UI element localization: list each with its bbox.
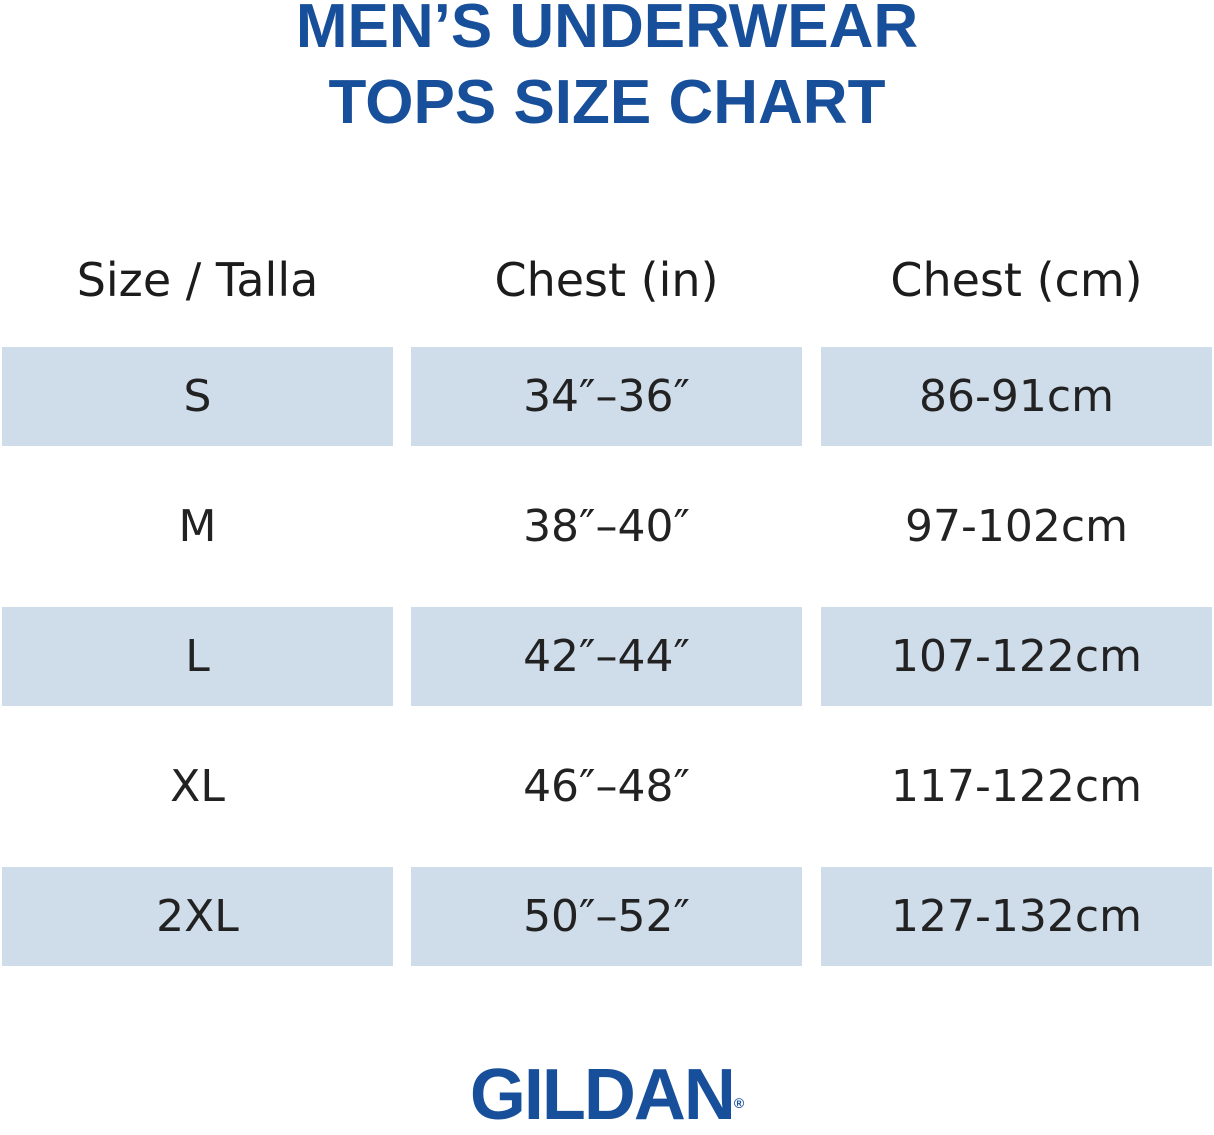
table-cell: M	[178, 501, 217, 552]
title-line: TOPS SIZE CHART	[328, 68, 886, 137]
table-cell: 97-102cm	[905, 501, 1128, 552]
table-cell: 34″–36″	[411, 347, 802, 446]
column-header: Chest (in)	[494, 253, 719, 307]
table-cell: 2XL	[2, 867, 393, 966]
table-cell: 86-91cm	[821, 347, 1212, 446]
table-cell: 38″–40″	[523, 501, 690, 552]
table-cell: 117-122cm	[891, 761, 1142, 812]
table-cell: 107-122cm	[821, 607, 1212, 706]
table-cell: 50″–52″	[411, 867, 802, 966]
column-header: Chest (cm)	[890, 253, 1143, 307]
table-cell: L	[2, 607, 393, 706]
table-cell: 127-132cm	[821, 867, 1212, 966]
table-cell: XL	[170, 761, 225, 812]
column-header: Size / Talla	[76, 253, 319, 307]
registered-mark: ®	[733, 1095, 745, 1111]
table-cell: 42″–44″	[411, 607, 802, 706]
table-cell: 46″–48″	[523, 761, 690, 812]
logo: GILDAN®	[0, 1055, 1214, 1135]
logo-text: GILDAN	[469, 1055, 736, 1135]
table-cell: S	[2, 347, 393, 446]
title-line: MEN’S UNDERWEAR	[295, 0, 919, 61]
